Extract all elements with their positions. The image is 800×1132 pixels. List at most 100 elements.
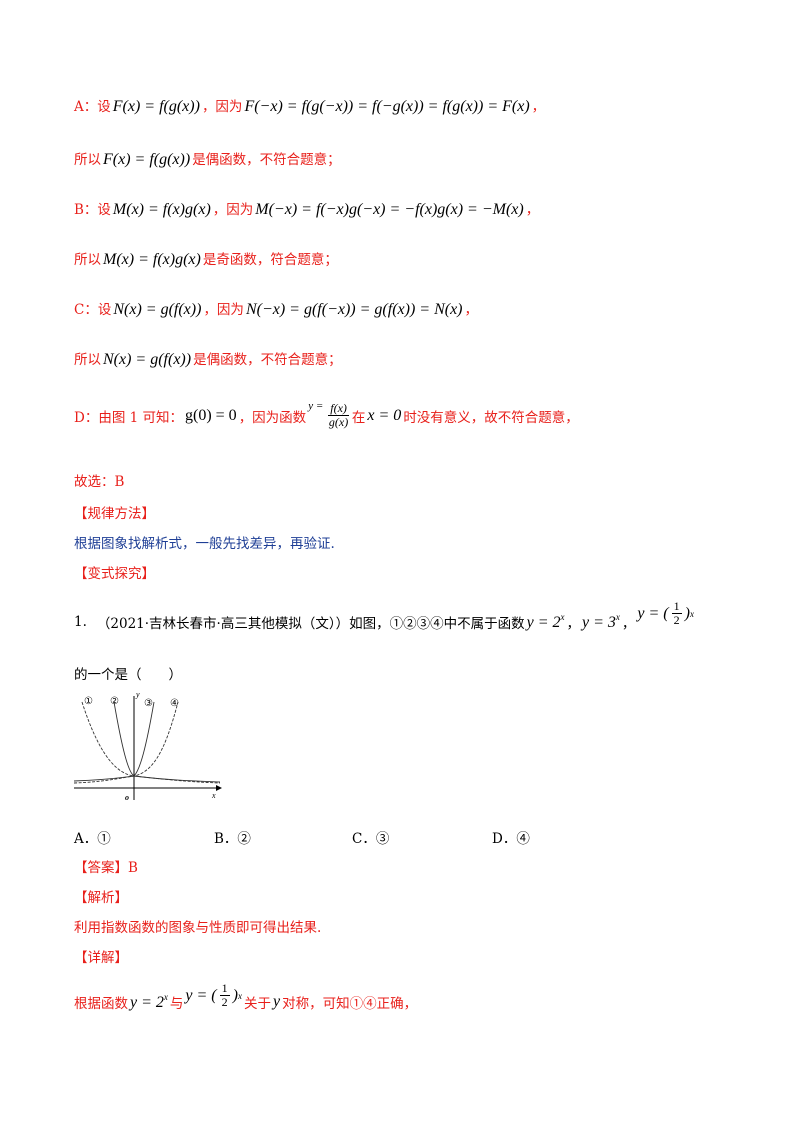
answer-line: 故选：B — [74, 470, 124, 490]
variant-head: 【变式探究】 — [74, 562, 155, 582]
detail-post2: 对称，可知①④正确， — [282, 995, 418, 1012]
analysis-row: 利用指数函数的图象与性质即可得出结果. — [74, 916, 321, 936]
formula-b3: M(x) = f(x)g(x) — [103, 251, 201, 268]
text-c2-pre: 所以 — [74, 352, 101, 368]
fraction-half: 1 2 — [671, 599, 682, 627]
curve-3 — [73, 701, 155, 782]
formula-b2: M(−x) = f(−x)g(−x) = −f(x)g(x) = −M(x) — [255, 201, 524, 218]
label-c: C：设 — [74, 302, 112, 318]
detail-mid: 与 — [169, 995, 184, 1012]
func-3x-base: y = 3 — [582, 613, 616, 631]
line-d: D：由图 1 可知： g(0) = 0 ，因为函数 y = f(x) g(x) … — [74, 399, 579, 429]
method-text: 根据图象找解析式，一般先找差异，再验证. — [74, 536, 335, 552]
exponential-graph: ① ② ③ ④ y x o — [73, 690, 222, 802]
label-d: D：由图 1 可知： — [74, 409, 183, 426]
text-d-mid: ，因为函数 — [238, 409, 307, 426]
formula-c1: N(x) = g(f(x)) — [113, 301, 202, 318]
answer-heading: 【答案】B — [74, 860, 138, 876]
text-a2-pre: 所以 — [74, 152, 101, 168]
option-a[interactable]: A．① — [74, 831, 111, 847]
detail-half-den: 2 — [221, 995, 228, 1009]
func-half-close: ) — [684, 604, 690, 622]
sep-1: ， — [566, 615, 581, 632]
question-1-line2: 的一个是（ ） — [74, 663, 182, 683]
method-row: 根据图象找解析式，一般先找差异，再验证. — [74, 532, 335, 552]
question-number: 1. — [74, 613, 87, 630]
formula-c2: N(−x) = g(f(−x)) = g(f(x)) = N(x) — [245, 301, 463, 318]
half-num: 1 — [671, 599, 682, 614]
formula-a3: F(x) = f(g(x)) — [103, 151, 191, 168]
text-c-mid: ，因为 — [203, 302, 244, 318]
func-half-open: y = ( — [637, 604, 669, 622]
text-a-mid: ，因为 — [201, 99, 243, 115]
formula-a1: F(x) = f(g(x)) — [112, 98, 200, 115]
text-a-end: ， — [531, 99, 546, 115]
curve-2 — [113, 701, 221, 783]
detail-head-row: 【详解】 — [74, 946, 128, 966]
detail-fraction-half: 1 2 — [219, 981, 230, 1009]
origin-label: o — [125, 793, 129, 802]
half-den: 2 — [673, 613, 680, 627]
func-half-exp: x — [689, 608, 694, 619]
line-a2: 所以 F(x) = f(g(x)) 是偶函数，不符合题意； — [74, 148, 341, 169]
detail-func-2x: y = 2x — [130, 992, 168, 1012]
func-2x: y = 2x — [527, 612, 565, 632]
option-c[interactable]: C．③ — [352, 831, 390, 847]
formula-a2: F(−x) = f(g(−x)) = f(−g(x)) = f(g(x)) = … — [244, 98, 530, 115]
analysis-heading: 【解析】 — [74, 890, 128, 906]
func-3x-exp: x — [615, 611, 620, 622]
detail-y-var: y — [272, 992, 281, 1010]
text-c-end: ， — [464, 302, 479, 318]
detail-post1: 关于 — [243, 995, 271, 1012]
line-a: A：设 F(x) = f(g(x)) ，因为 F(−x) = f(g(−x)) … — [74, 95, 545, 116]
detail-pre: 根据函数 — [74, 995, 128, 1012]
func-half-x: y = ( 1 2 ) x — [637, 600, 694, 627]
curve-4 — [73, 701, 179, 784]
question-1: 1. （2021·吉林长春市·高三其他模拟（文））如图，①②③④中不属于函数 y… — [74, 600, 696, 635]
analysis-head-row: 【解析】 — [74, 886, 128, 906]
func-2x-exp: x — [560, 611, 565, 622]
sep-2: ， — [621, 615, 636, 632]
analysis-text: 利用指数函数的图象与性质即可得出结果. — [74, 920, 322, 936]
detail-2x-base: y = 2 — [130, 993, 164, 1011]
detail-func-half: y = ( 1 2 ) x — [185, 982, 242, 1009]
formula-b1: M(x) = f(x)g(x) — [112, 201, 211, 218]
curve-1 — [81, 701, 221, 784]
method-heading: 【规律方法】 — [74, 506, 155, 522]
detail-2x-exp: x — [163, 991, 168, 1002]
graph-label-2: ② — [110, 696, 119, 707]
label-b: B：设 — [74, 202, 111, 218]
answer-select: 故选：B — [74, 474, 125, 490]
detail-heading: 【详解】 — [74, 950, 128, 966]
fraction-num: f(x) — [328, 401, 349, 416]
method-head: 【规律方法】 — [74, 502, 155, 522]
detail-half-close: ) — [232, 986, 238, 1004]
question-text: （2021·吉林长春市·高三其他模拟（文））如图，①②③④中不属于函数 — [96, 615, 525, 632]
option-b[interactable]: B．② — [214, 831, 251, 847]
text-a2-post: 是偶函数，不符合题意； — [192, 152, 341, 168]
formula-d-y: y = — [308, 399, 324, 412]
func-3x: y = 3x — [582, 612, 620, 632]
variant-heading: 【变式探究】 — [74, 566, 155, 582]
text-c2-post: 是偶函数，不符合题意； — [193, 352, 342, 368]
text-d-post: 时没有意义，故不符合题意， — [403, 409, 579, 426]
graph-label-4: ④ — [170, 698, 179, 709]
detail-row: 根据函数 y = 2x 与 y = ( 1 2 ) x 关于 y 对称，可知①④… — [74, 982, 418, 1015]
formula-d1: g(0) = 0 — [185, 406, 237, 424]
graph-label-3: ③ — [144, 698, 153, 709]
answer-head-row: 【答案】B — [74, 856, 138, 876]
text-b2-post: 是奇函数，符合题意； — [202, 252, 338, 268]
line-b2: 所以 M(x) = f(x)g(x) 是奇函数，符合题意； — [74, 248, 338, 269]
x-axis-label: x — [211, 791, 216, 800]
line-c2: 所以 N(x) = g(f(x)) 是偶函数，不符合题意； — [74, 348, 342, 369]
text-b2-pre: 所以 — [74, 252, 101, 268]
fraction-den: g(x) — [328, 415, 349, 429]
option-d[interactable]: D．④ — [492, 831, 530, 847]
line-c: C：设 N(x) = g(f(x)) ，因为 N(−x) = g(f(−x)) … — [74, 298, 478, 319]
func-2x-base: y = 2 — [526, 613, 561, 631]
formula-c3: N(x) = g(f(x)) — [103, 351, 192, 368]
formula-d-cond: x = 0 — [367, 406, 402, 424]
y-axis-label: y — [135, 690, 140, 699]
detail-half-num: 1 — [219, 981, 230, 996]
detail-half-exp: x — [237, 990, 242, 1001]
